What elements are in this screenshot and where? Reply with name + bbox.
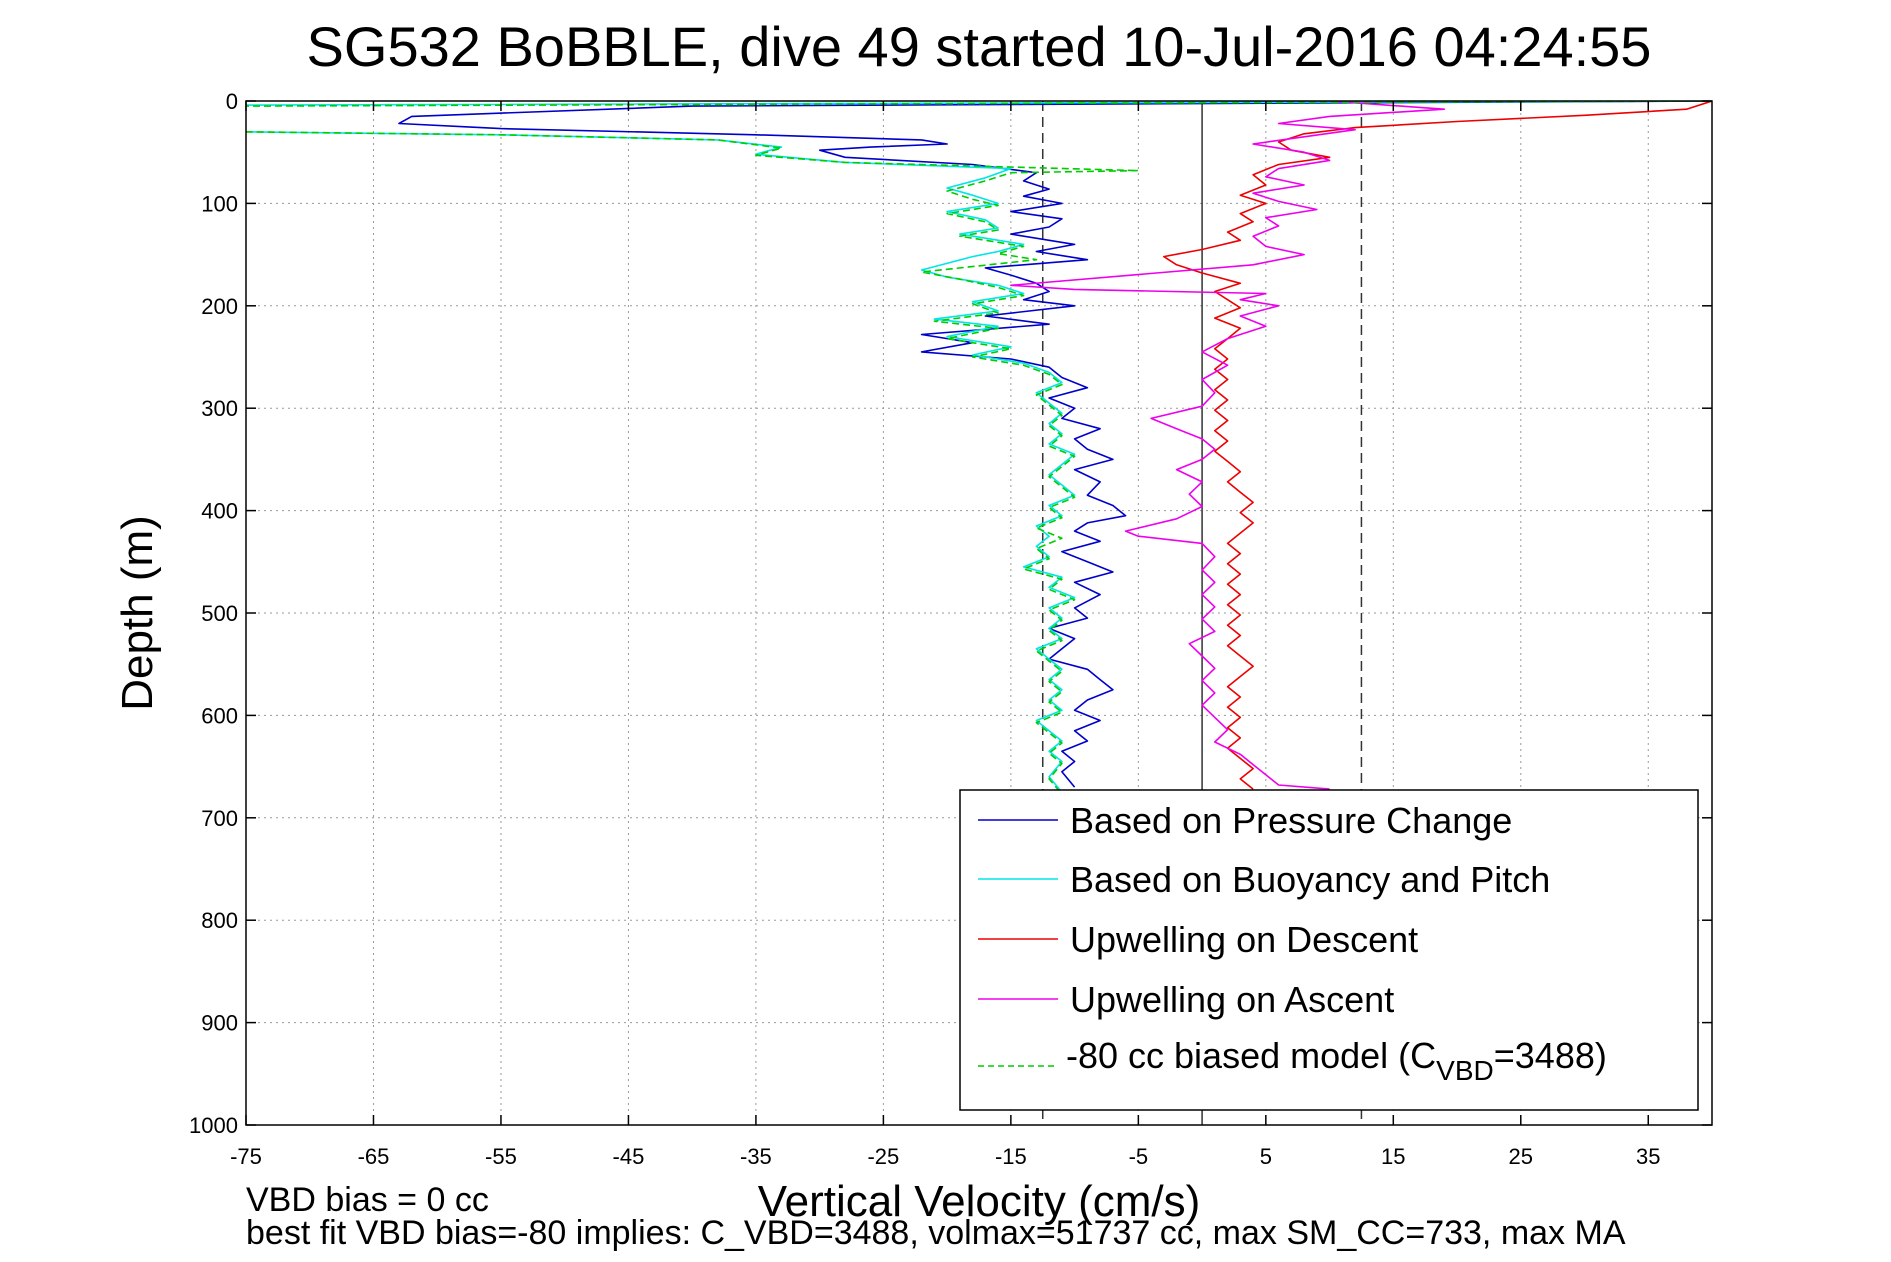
series-line-1 — [246, 101, 1712, 793]
legend-label-upwelling-descent: Upwelling on Descent — [1070, 919, 1418, 960]
y-tick-label: 200 — [201, 294, 238, 319]
y-tick-label: 400 — [201, 499, 238, 524]
legend: Based on Pressure Change Based on Buoyan… — [959, 789, 1699, 1111]
series-layer — [246, 101, 1712, 795]
series-line-0 — [398, 101, 1712, 788]
legend-biased-model-subscript: VBD — [1436, 1055, 1494, 1086]
legend-label-biased-model: -80 cc biased model (CVBD=3488) — [1066, 1035, 1607, 1086]
series-line-4 — [246, 101, 1712, 795]
x-tick-label: -35 — [740, 1144, 772, 1169]
x-axis-ticks: -75 -65 -55 -45 -35 -25 -15 -5 5 15 25 35 — [230, 101, 1661, 1169]
y-tick-label: 600 — [201, 703, 238, 728]
annotation-best-fit: best fit VBD bias=-80 implies: C_VBD=348… — [246, 1214, 1626, 1252]
legend-label-buoyancy-pitch: Based on Buoyancy and Pitch — [1070, 859, 1550, 900]
y-tick-label: 100 — [201, 191, 238, 216]
x-tick-label: 25 — [1509, 1144, 1533, 1169]
x-tick-label: -5 — [1129, 1144, 1149, 1169]
legend-label-pressure-change: Based on Pressure Change — [1070, 800, 1512, 841]
y-tick-label: 700 — [201, 806, 238, 831]
x-tick-label: 15 — [1381, 1144, 1405, 1169]
y-axis-ticks: 0 100 200 300 400 500 600 700 800 900 1000 — [189, 89, 1712, 1138]
x-tick-label: -15 — [995, 1144, 1027, 1169]
chart-title: SG532 BoBBLE, dive 49 started 10-Jul-201… — [307, 15, 1652, 78]
y-tick-label: 0 — [226, 89, 238, 114]
y-tick-label: 800 — [201, 908, 238, 933]
y-tick-label: 500 — [201, 601, 238, 626]
legend-label-upwelling-ascent: Upwelling on Ascent — [1070, 979, 1394, 1020]
legend-biased-model-prefix: -80 cc biased model (C — [1066, 1035, 1436, 1076]
legend-box — [959, 789, 1699, 1111]
x-tick-label: -75 — [230, 1144, 262, 1169]
y-tick-label: 900 — [201, 1011, 238, 1036]
y-axis-label: Depth (m) — [113, 515, 162, 711]
series-line-2 — [1163, 101, 1712, 790]
x-tick-label: 5 — [1260, 1144, 1272, 1169]
x-tick-label: -45 — [613, 1144, 645, 1169]
x-tick-label: -55 — [485, 1144, 517, 1169]
y-tick-label: 1000 — [189, 1113, 238, 1138]
y-tick-label: 300 — [201, 396, 238, 421]
x-tick-label: -65 — [358, 1144, 390, 1169]
annotation-vbd-bias: VBD bias = 0 cc — [246, 1181, 489, 1219]
x-tick-label: -25 — [867, 1144, 899, 1169]
x-axis-label: Vertical Velocity (cm/s) — [758, 1177, 1201, 1226]
legend-biased-model-suffix: =3488) — [1494, 1035, 1607, 1076]
series-line-3 — [1010, 101, 1446, 790]
x-tick-label: 35 — [1636, 1144, 1660, 1169]
